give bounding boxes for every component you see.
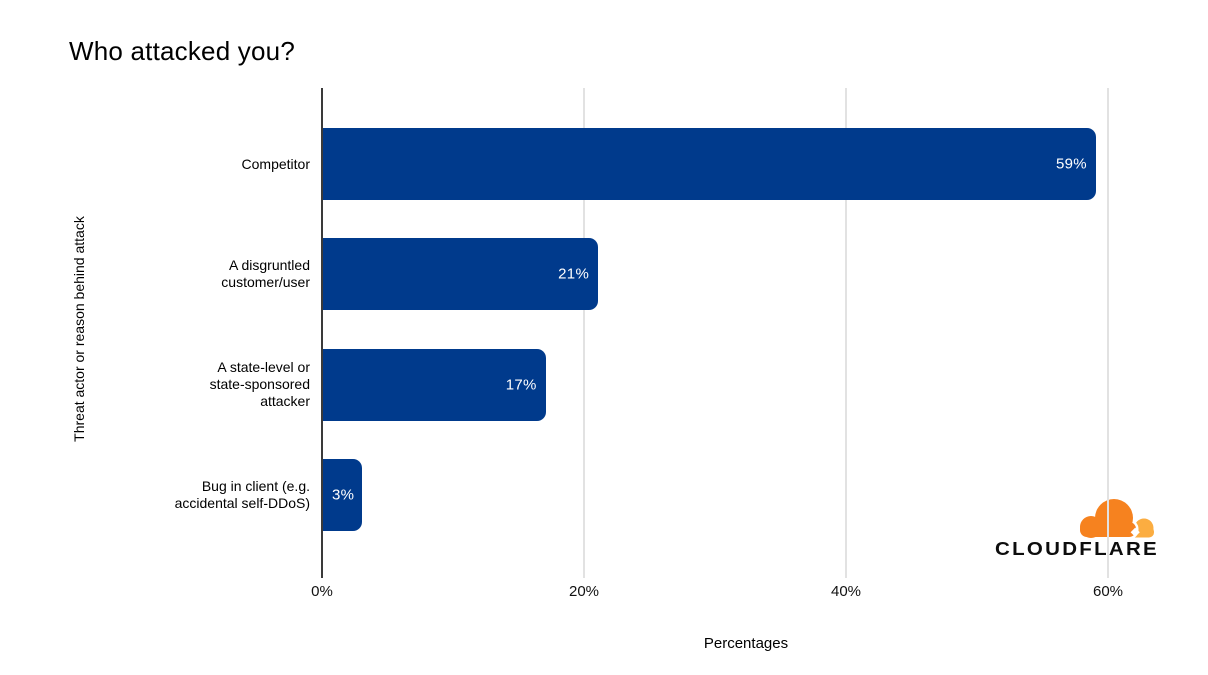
- x-tick-label: 0%: [311, 583, 333, 600]
- x-tick-label: 40%: [830, 583, 862, 600]
- y-axis-line: [321, 88, 323, 578]
- cloudflare-cloud-icon: [1077, 496, 1154, 541]
- cloudflare-logo: CLOUDFLARE: [995, 496, 1159, 559]
- bar: 17%: [323, 348, 546, 421]
- bar-value-label: 21%: [558, 265, 590, 283]
- y-axis-title: Threat actor or reason behind attack: [71, 216, 87, 442]
- gridline: [583, 88, 585, 578]
- chart-title: Who attacked you?: [69, 36, 295, 66]
- x-tick-label: 20%: [568, 583, 600, 600]
- x-tick-label: 60%: [1092, 583, 1124, 600]
- bar: 21%: [323, 238, 599, 311]
- bar: 3%: [323, 458, 363, 531]
- x-axis-title: Percentages: [703, 635, 789, 652]
- category-label: A state-level or state-sponsored attacke…: [209, 359, 310, 410]
- category-label: Competitor: [241, 155, 310, 172]
- gridline: [1107, 88, 1109, 578]
- gridline: [845, 88, 847, 578]
- category-label: A disgruntled customer/user: [221, 257, 310, 291]
- category-label: Bug in client (e.g. accidental self-DDoS…: [174, 477, 310, 511]
- bar-value-label: 59%: [1055, 155, 1087, 173]
- bar-value-label: 17%: [505, 376, 537, 394]
- bar-value-label: 3%: [332, 486, 355, 504]
- bar: 59%: [323, 128, 1096, 200]
- cloudflare-logo-text: CLOUDFLARE: [995, 539, 1159, 559]
